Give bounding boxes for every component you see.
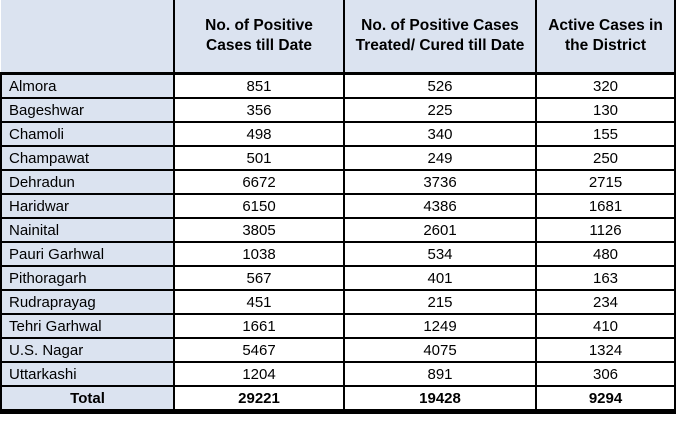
active-cases-cell: 1324 (535, 337, 676, 363)
col-header-positive-cases: No. of Positive Cases till Date (173, 0, 345, 75)
positive-cases-cell: 356 (173, 97, 345, 123)
table-row: Dehradun 6672 3736 2715 (0, 169, 676, 195)
treated-cured-cell: 2601 (343, 217, 537, 243)
active-cases-cell: 2715 (535, 169, 676, 195)
district-cell: Tehri Garhwal (0, 313, 175, 339)
district-header-cell (1, 0, 175, 75)
treated-cured-cell: 249 (343, 145, 537, 171)
district-cell: Champawat (0, 145, 175, 171)
active-cases-cell: 155 (535, 121, 676, 147)
treated-cured-cell: 215 (343, 289, 537, 315)
district-cell: U.S. Nagar (0, 337, 175, 363)
table-row: Almora 851 526 320 (0, 72, 676, 99)
positive-cases-cell: 3805 (173, 217, 345, 243)
positive-cases-cell: 5467 (173, 337, 345, 363)
active-cases-cell: 1681 (535, 193, 676, 219)
active-cases-cell: 480 (535, 241, 676, 267)
table-row: U.S. Nagar 5467 4075 1324 (0, 337, 676, 363)
district-cell: Nainital (0, 217, 175, 243)
total-positive-cell: 29221 (173, 385, 345, 414)
positive-cases-cell: 501 (173, 145, 345, 171)
active-cases-cell: 234 (535, 289, 676, 315)
header-row: No. of Positive Cases till Date No. of P… (1, 0, 676, 75)
treated-cured-cell: 1249 (343, 313, 537, 339)
active-cases-cell: 250 (535, 145, 676, 171)
district-cell: Bageshwar (0, 97, 175, 123)
positive-cases-cell: 1661 (173, 313, 345, 339)
positive-cases-cell: 1038 (173, 241, 345, 267)
active-cases-cell: 163 (535, 265, 676, 291)
active-cases-cell: 320 (535, 72, 676, 99)
col-header-treated-cured: No. of Positive Cases Treated/ Cured til… (343, 0, 537, 75)
table-row: Bageshwar 356 225 130 (0, 97, 676, 123)
district-cell: Chamoli (0, 121, 175, 147)
active-cases-cell: 1126 (535, 217, 676, 243)
col-header-active-cases: Active Cases in the District (535, 0, 676, 75)
total-row: Total 29221 19428 9294 (0, 385, 676, 414)
treated-cured-cell: 3736 (343, 169, 537, 195)
table-row: Tehri Garhwal 1661 1249 410 (0, 313, 676, 339)
district-cell: Almora (0, 72, 175, 99)
district-cell: Dehradun (0, 169, 175, 195)
total-label-cell: Total (0, 385, 175, 414)
active-cases-cell: 410 (535, 313, 676, 339)
table-row: Chamoli 498 340 155 (0, 121, 676, 147)
district-cell: Pauri Garhwal (0, 241, 175, 267)
positive-cases-cell: 6672 (173, 169, 345, 195)
table-row: Nainital 3805 2601 1126 (0, 217, 676, 243)
active-cases-cell: 306 (535, 361, 676, 387)
district-cell: Haridwar (0, 193, 175, 219)
positive-cases-cell: 451 (173, 289, 345, 315)
positive-cases-cell: 567 (173, 265, 345, 291)
positive-cases-cell: 1204 (173, 361, 345, 387)
total-treated-cell: 19428 (343, 385, 537, 414)
total-active-cell: 9294 (535, 385, 676, 414)
treated-cured-cell: 4075 (343, 337, 537, 363)
table-row: Champawat 501 249 250 (0, 145, 676, 171)
positive-cases-cell: 851 (173, 72, 345, 99)
treated-cured-cell: 526 (343, 72, 537, 99)
treated-cured-cell: 340 (343, 121, 537, 147)
covid-cases-table: No. of Positive Cases till Date No. of P… (0, 0, 676, 414)
table-row: Pithoragarh 567 401 163 (0, 265, 676, 291)
table-row: Haridwar 6150 4386 1681 (0, 193, 676, 219)
treated-cured-cell: 225 (343, 97, 537, 123)
table-row: Uttarkashi 1204 891 306 (0, 361, 676, 387)
treated-cured-cell: 891 (343, 361, 537, 387)
table-body: Almora 851 526 320 Bageshwar 356 225 130… (0, 72, 676, 387)
positive-cases-cell: 6150 (173, 193, 345, 219)
treated-cured-cell: 4386 (343, 193, 537, 219)
table-row: Rudraprayag 451 215 234 (0, 289, 676, 315)
positive-cases-cell: 498 (173, 121, 345, 147)
district-cell: Uttarkashi (0, 361, 175, 387)
treated-cured-cell: 534 (343, 241, 537, 267)
district-cell: Pithoragarh (0, 265, 175, 291)
active-cases-cell: 130 (535, 97, 676, 123)
table-row: Pauri Garhwal 1038 534 480 (0, 241, 676, 267)
treated-cured-cell: 401 (343, 265, 537, 291)
district-cell: Rudraprayag (0, 289, 175, 315)
